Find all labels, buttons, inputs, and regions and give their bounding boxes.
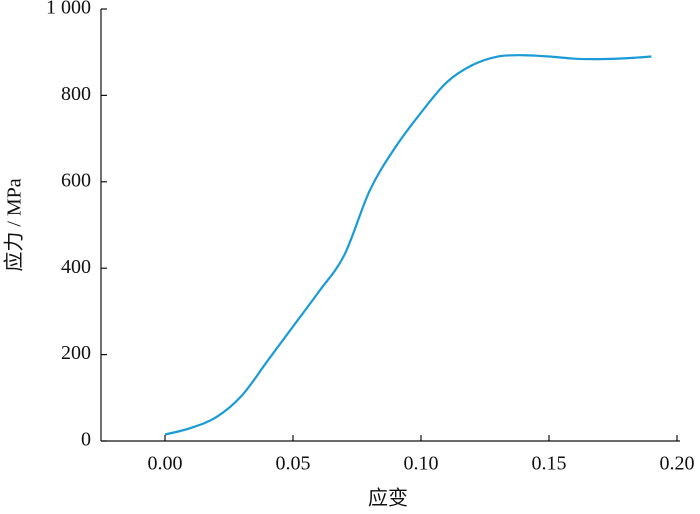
x-tick-label: 0.05 <box>276 453 311 475</box>
y-tick-label: 200 <box>61 342 91 364</box>
x-axis-label: 应变 <box>368 487 408 510</box>
x-tick-label: 0.20 <box>660 453 695 475</box>
y-tick-label: 0 <box>81 429 91 451</box>
x-tick-label: 0.15 <box>532 453 567 475</box>
x-tick-label: 0.10 <box>404 453 439 475</box>
y-tick-label: 600 <box>61 169 91 191</box>
x-tick-label: 0.00 <box>148 453 183 475</box>
y-axis-label: 应力 / MPa <box>3 178 26 271</box>
y-tick-label: 800 <box>61 83 91 105</box>
y-tick-label: 400 <box>61 256 91 278</box>
data-line <box>164 54 652 436</box>
y-tick-label: 1 000 <box>46 0 91 19</box>
